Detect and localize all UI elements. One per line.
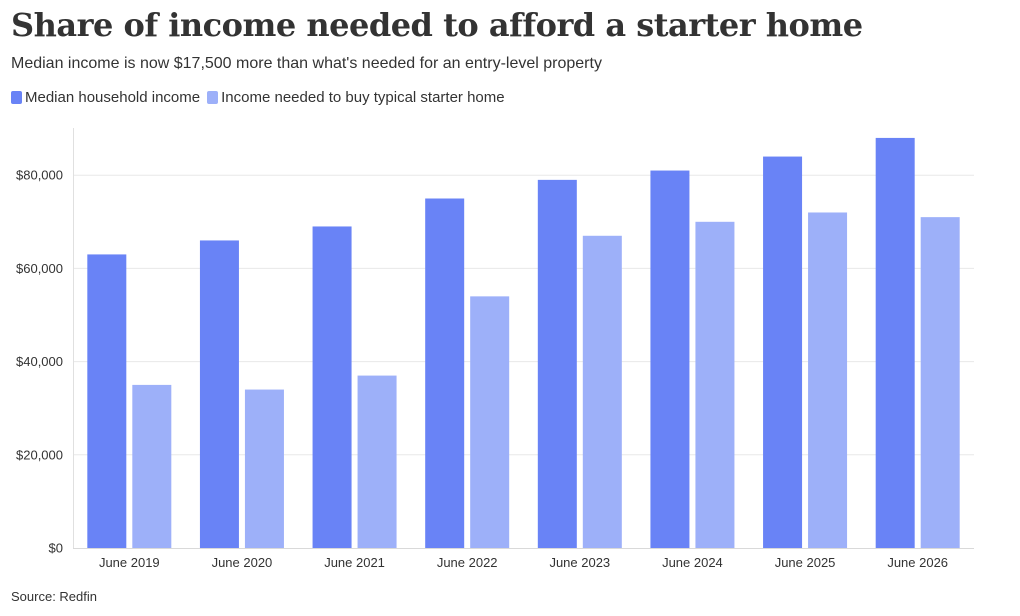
x-tick-label: June 2023: [549, 555, 610, 570]
chart-subtitle: Median income is now $17,500 more than w…: [11, 55, 602, 72]
chart-source: Source: Redfin: [11, 589, 97, 604]
legend-swatch-median-income: [11, 91, 22, 104]
bar-income-needed: [357, 375, 397, 548]
x-tick-label: June 2026: [887, 555, 948, 570]
x-tick-label: June 2025: [775, 555, 836, 570]
legend-item-median-income: Median household income: [11, 89, 200, 106]
bar-income-needed: [244, 389, 284, 548]
legend-label-median-income: Median household income: [25, 89, 201, 106]
bar-median-income: [87, 254, 127, 549]
chart-title: Share of income needed to afford a start…: [11, 6, 863, 44]
bar-median-income: [875, 137, 915, 549]
y-tick-label: $20,000: [16, 447, 63, 462]
x-tick-label: June 2020: [212, 555, 273, 570]
bar-income-needed: [808, 212, 848, 549]
bar-median-income: [537, 179, 577, 549]
x-tick-label: June 2022: [437, 555, 498, 570]
x-tick-label: June 2019: [99, 555, 160, 570]
bar-income-needed: [695, 221, 735, 549]
legend-label-income-needed: Income needed to buy typical starter hom…: [221, 89, 505, 106]
y-tick-label: $40,000: [16, 354, 63, 369]
bar-median-income: [425, 198, 465, 548]
legend-swatch-income-needed: [207, 91, 219, 104]
bar-income-needed: [132, 384, 172, 548]
x-tick-label: June 2024: [662, 555, 723, 570]
x-tick-label: June 2021: [324, 555, 385, 570]
y-tick-label: $60,000: [16, 261, 63, 276]
bar-income-needed: [470, 296, 510, 548]
y-tick-label: $80,000: [16, 168, 63, 183]
y-tick-label: $0: [49, 541, 63, 556]
bar-median-income: [199, 240, 239, 548]
legend: Median household income Income needed to…: [11, 89, 512, 106]
bar-income-needed: [920, 217, 960, 548]
bar-median-income: [312, 226, 352, 548]
legend-item-income-needed: Income needed to buy typical starter hom…: [207, 89, 505, 106]
bar-income-needed: [582, 235, 622, 548]
bar-median-income: [650, 170, 690, 549]
bar-median-income: [763, 156, 803, 548]
